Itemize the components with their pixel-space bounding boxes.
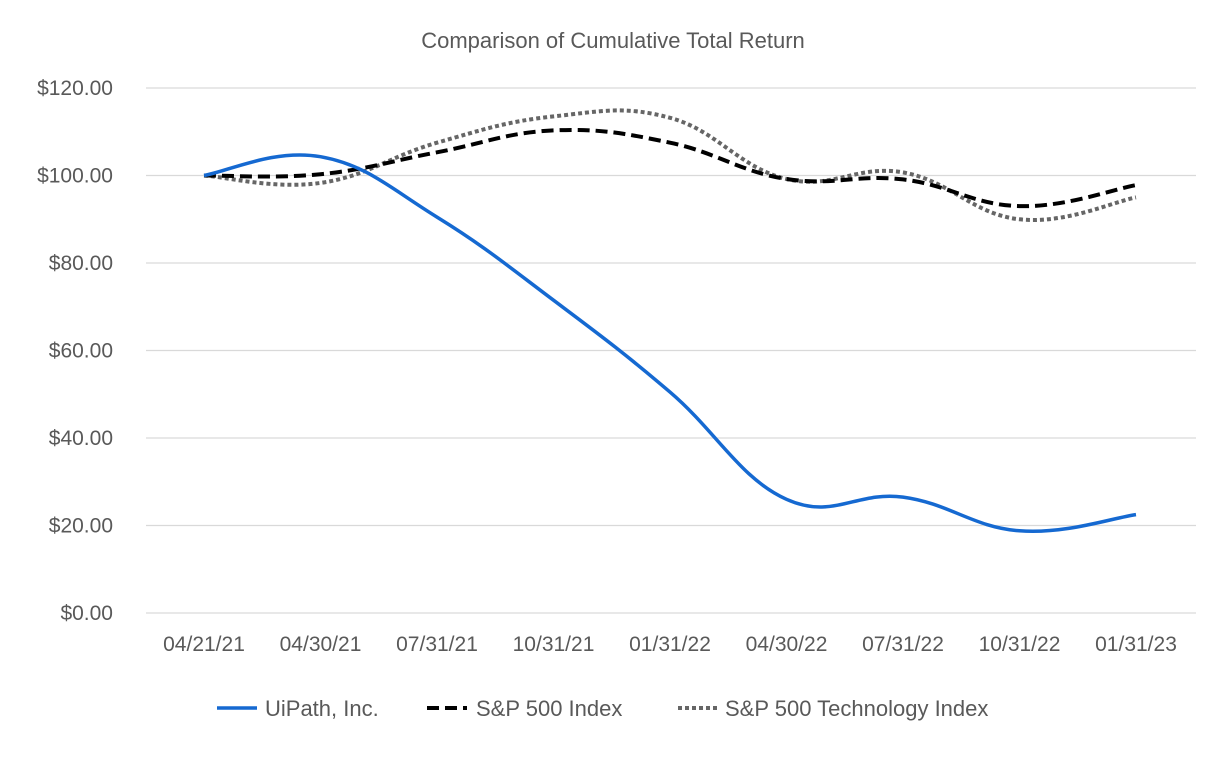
- gridlines: [146, 87, 1196, 614]
- y-tick-label: $0.00: [60, 602, 113, 625]
- y-tick-label: $60.00: [49, 340, 113, 363]
- series-line-2: [203, 108, 1137, 222]
- series-line-1: [203, 127, 1137, 209]
- x-tick-label: 10/31/21: [513, 633, 595, 656]
- x-tick-label: 01/31/22: [629, 633, 711, 656]
- x-tick-label: 07/31/21: [396, 633, 478, 656]
- y-tick-label: $100.00: [37, 165, 113, 188]
- y-tick-label: $20.00: [49, 515, 113, 538]
- x-tick-label: 04/21/21: [163, 633, 245, 656]
- y-tick-label: $40.00: [49, 427, 113, 450]
- x-tick-label: 04/30/22: [746, 633, 828, 656]
- x-tick-label: 04/30/21: [280, 633, 362, 656]
- chart-title: Comparison of Cumulative Total Return: [421, 28, 805, 53]
- x-tick-label: 10/31/22: [979, 633, 1061, 656]
- x-tick-label: 01/31/23: [1095, 633, 1177, 656]
- legend-label: UiPath, Inc.: [265, 696, 379, 721]
- series-lines: [203, 108, 1137, 534]
- y-tick-label: $80.00: [49, 252, 113, 275]
- x-axis-ticks: 04/21/21 04/30/21 07/31/21 10/31/21 01/31/22…: [163, 633, 1177, 656]
- series-line-0: [203, 153, 1137, 534]
- y-tick-label: $120.00: [37, 77, 113, 100]
- y-axis-ticks: $0.00 $20.00 $40.00 $60.00 $80.00 $100.00 $120…: [37, 77, 113, 625]
- legend: UiPath, Inc. S&P 500 Index S&P 500 Technol…: [217, 696, 988, 721]
- legend-label: S&P 500 Index: [476, 696, 622, 721]
- x-tick-label: 07/31/22: [862, 633, 944, 656]
- legend-label: S&P 500 Technology Index: [725, 696, 988, 721]
